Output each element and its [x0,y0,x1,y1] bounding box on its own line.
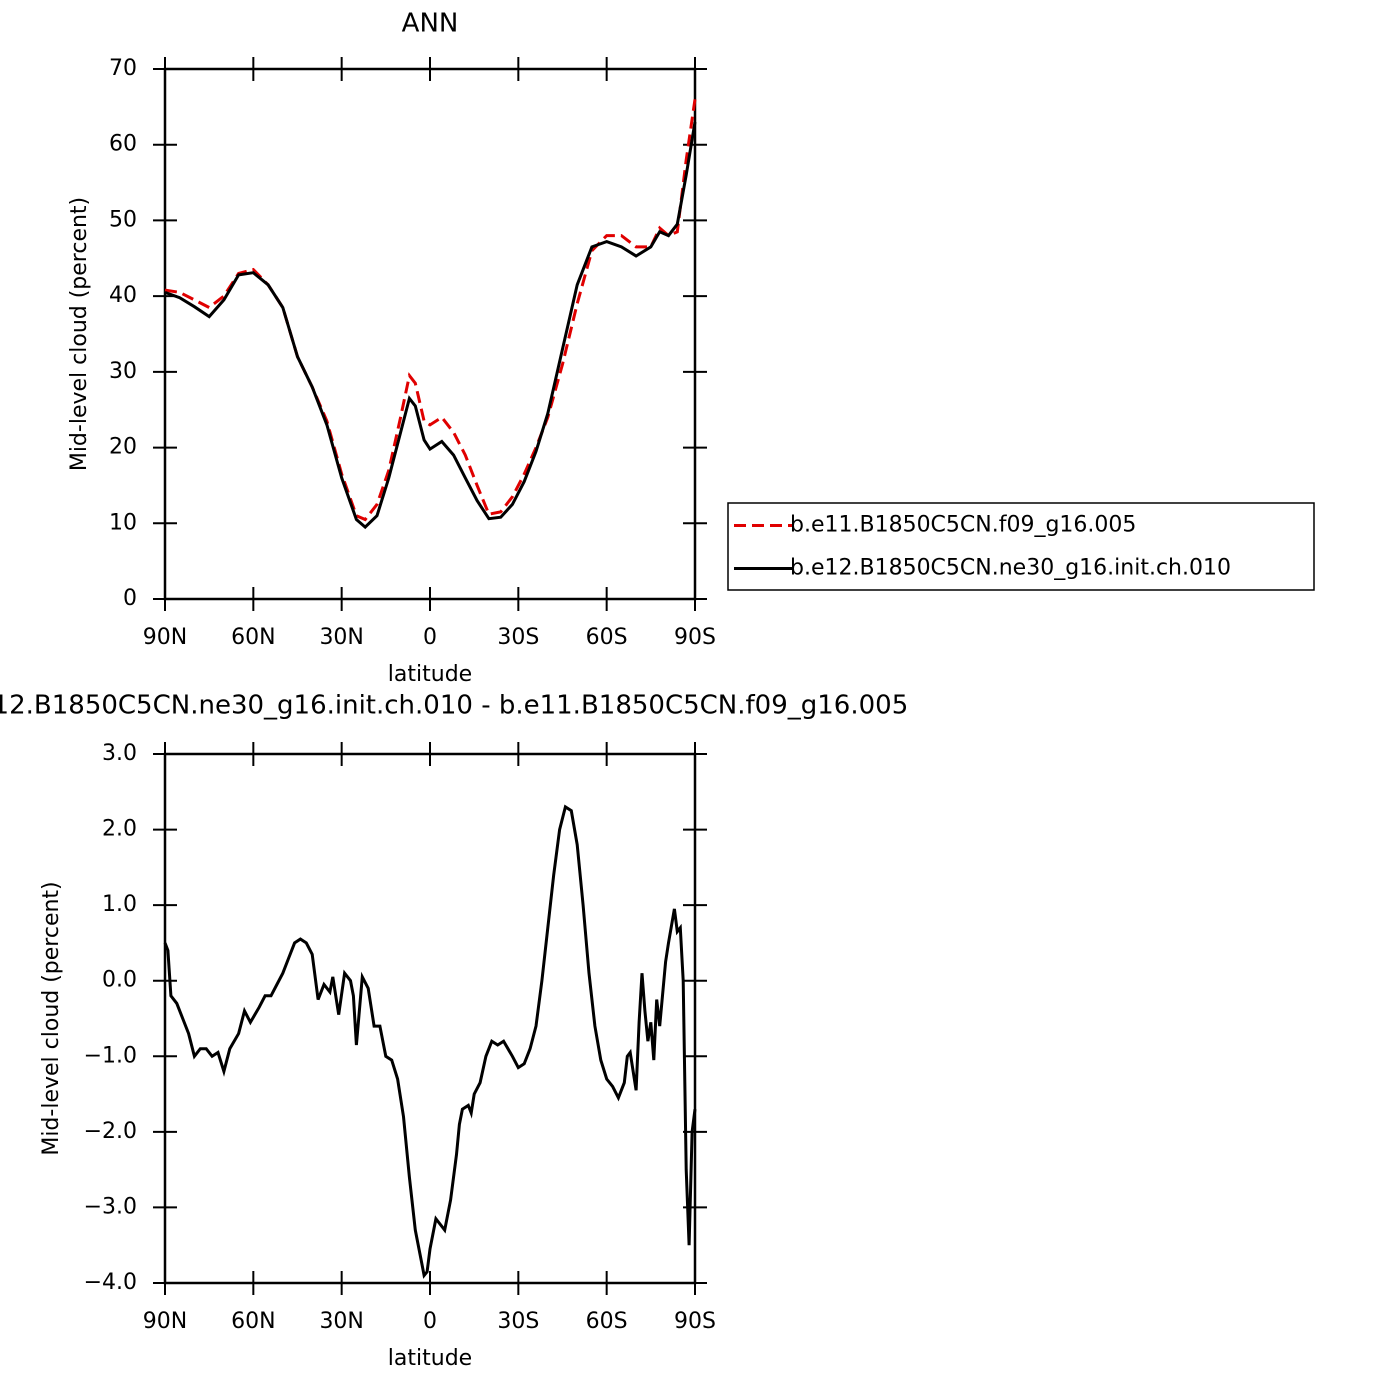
y-tick-label: 3.0 [102,741,137,766]
y-tick-label: −1.0 [84,1043,137,1068]
y-tick-label: 70 [109,56,137,81]
y-tick-label: 10 [109,510,137,535]
data-line [164,121,697,530]
y-tick-label: −4.0 [84,1270,137,1295]
data-line [163,804,697,1279]
y-tick-label: 2.0 [102,817,137,842]
x-tick-label: 30S [497,1309,539,1334]
x-tick-label: 30N [319,1309,363,1334]
x-tick-label: 60S [586,625,628,650]
data-line [164,99,697,522]
x-axis-label: latitude [388,1346,472,1371]
y-tick-label: −2.0 [84,1119,137,1144]
y-tick-label: −3.0 [84,1194,137,1219]
y-tick-label: 0.0 [102,968,137,993]
x-tick-label: 90N [143,625,187,650]
legend-label: b.e11.B1850C5CN.f09_g16.005 [790,513,1136,538]
x-tick-label: 60N [231,625,275,650]
y-tick-label: 20 [109,435,137,460]
x-axis-label: latitude [388,662,472,687]
y-tick-label: 60 [109,132,137,157]
legend-box [727,502,1315,591]
y-tick-label: 50 [109,207,137,232]
y-axis-label: Mid-level cloud (percent) [67,197,92,471]
x-tick-label: 30S [497,625,539,650]
plot-frame [163,67,697,601]
x-tick-label: 90N [143,1309,187,1334]
y-tick-label: 0 [123,586,137,611]
y-tick-label: 40 [109,283,137,308]
plot-frame [163,752,697,1285]
y-tick-label: 30 [109,359,137,384]
y-axis-label: Mid-level cloud (percent) [39,881,64,1155]
y-tick-label: 1.0 [102,892,137,917]
x-tick-label: 60N [231,1309,275,1334]
x-tick-label: 0 [423,625,437,650]
chart-title: b.e12.B1850C5CN.ne30_g16.init.ch.010 - b… [0,691,908,721]
x-tick-label: 60S [586,1309,628,1334]
x-tick-label: 90S [674,1309,716,1334]
x-tick-label: 30N [319,625,363,650]
x-tick-label: 0 [423,1309,437,1334]
chart-title: ANN [402,9,459,39]
x-tick-label: 90S [674,625,716,650]
legend-label: b.e12.B1850C5CN.ne30_g16.init.ch.010 [790,556,1231,581]
